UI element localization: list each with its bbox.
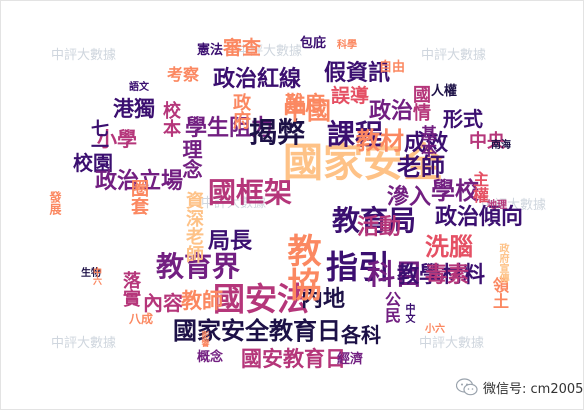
cloud-word: 中央	[469, 131, 505, 152]
cloud-word: 科目	[367, 258, 424, 291]
cloud-word: 南海	[491, 140, 511, 151]
cloud-word: 形式	[443, 107, 483, 131]
cloud-word: 誤導	[331, 85, 370, 107]
cloud-word: 揭弊	[249, 116, 306, 149]
cloud-word: 生物	[81, 268, 101, 279]
cloud-word: 經濟	[337, 352, 364, 367]
wechat-icon	[456, 378, 478, 396]
cloud-word: 國情	[410, 85, 431, 121]
watermark: 中評大數據	[51, 48, 117, 63]
cloud-word: 校本	[160, 101, 181, 137]
cloud-word: 教學材料	[397, 263, 486, 288]
cloud-word: 考察	[167, 65, 200, 84]
watermark: 中評大數據	[419, 336, 485, 351]
cloud-word: 地理	[487, 200, 507, 211]
watermark: 中評大數據	[421, 48, 487, 63]
cloud-word: 人權	[431, 84, 458, 99]
watermark: 中評大數據	[51, 336, 117, 351]
cloud-word: 國家安全	[283, 140, 443, 186]
cloud-word: 港獨	[113, 97, 155, 121]
cloud-word: 國安法	[213, 280, 310, 318]
cloud-word: 包庇	[300, 36, 327, 51]
cloud-word: 政治立場	[95, 169, 184, 194]
cloud-word: 公民	[382, 291, 401, 323]
cloud-word: 校園	[73, 151, 113, 175]
cloud-word: 難度	[285, 91, 325, 115]
cloud-word: 理念	[179, 139, 203, 179]
cloud-word: 圈套	[128, 179, 149, 215]
cloud-word: 教育界	[156, 250, 241, 283]
cloud-word: 自由	[379, 60, 406, 75]
cloud-word: 毒素	[425, 263, 470, 288]
cloud-word: 國框架	[208, 176, 293, 209]
cloud-word: 小學	[97, 127, 137, 151]
cloud-word: 教師	[181, 289, 223, 313]
cloud-word: 中文	[403, 303, 414, 323]
cloud-word: 基本	[418, 125, 437, 157]
wechat-account-badge: 微信号: cm2005	[456, 377, 583, 397]
cloud-word: 資深老師	[183, 191, 204, 263]
watermark: 中評大數據	[201, 196, 267, 211]
cloud-word: 八成	[129, 312, 154, 326]
cloud-word: 審查	[223, 37, 262, 59]
cloud-word: 憲法	[197, 43, 224, 58]
cloud-word: 內容	[143, 291, 183, 315]
cloud-word: 學生阻力	[185, 116, 274, 141]
wechat-account-label: 微信号: cm2005	[483, 381, 584, 397]
cloud-word: 政府宣傳	[497, 243, 508, 283]
cloud-word: 國安教育日	[241, 347, 346, 371]
cloud-word: 政府	[230, 93, 251, 129]
cloud-word: 教材	[356, 127, 404, 155]
cloud-word: 成效	[404, 131, 449, 156]
watermark: 中評大數據	[481, 198, 547, 213]
cloud-word: 科學	[337, 40, 357, 51]
cloud-word: 教育局	[332, 204, 417, 237]
cloud-word: 假資訊	[324, 61, 391, 86]
cloud-word: 內地	[301, 287, 346, 312]
cloud-word: 滲入	[387, 185, 432, 210]
cloud-word: 主權	[470, 171, 489, 203]
cloud-word: 語文	[129, 82, 149, 93]
cloud-word: 活動	[357, 215, 402, 240]
cloud-word: 落實	[120, 271, 141, 307]
cloud-word: 政治傾向	[435, 205, 524, 230]
cloud-word: 各科	[341, 323, 381, 347]
cloud-word: 國家安全教育日	[173, 317, 341, 345]
cloud-word: 政治紅線	[213, 67, 302, 92]
cloud-word: 中六	[91, 267, 101, 285]
cloud-word: 學校	[431, 177, 479, 205]
watermark: 中評大數據	[237, 44, 303, 59]
cloud-word: 老師	[397, 153, 445, 181]
cloud-word: 教協	[281, 233, 321, 301]
cloud-word: 政治	[369, 99, 414, 124]
cloud-word: 小六	[425, 324, 445, 335]
cloud-word: 影響	[201, 331, 210, 347]
cloud-word: 指引	[326, 248, 391, 286]
cloud-word: 概念	[197, 350, 224, 365]
cloud-word: 中國	[283, 97, 331, 125]
cloud-word: 發展	[48, 191, 62, 215]
cloud-word: 領土	[490, 277, 509, 309]
cloud-word: 七一	[88, 119, 109, 155]
cloud-word: 局長	[208, 229, 253, 254]
cloud-word: 課程	[327, 118, 384, 151]
cloud-word: 洗腦	[425, 233, 473, 261]
